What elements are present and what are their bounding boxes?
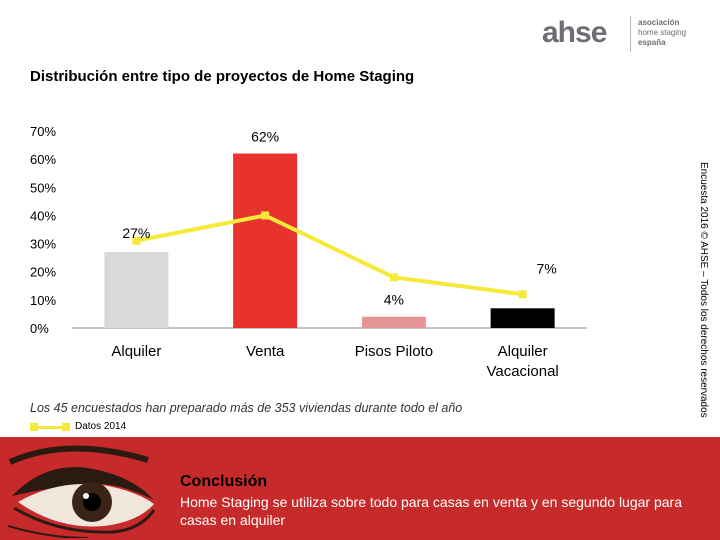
x-tick-label: Vacacional xyxy=(486,363,558,380)
bar xyxy=(490,308,555,328)
bar xyxy=(104,252,169,328)
legend-label: Datos 2014 xyxy=(75,421,127,432)
legend-marker xyxy=(62,423,70,431)
logo-line-1: asociación xyxy=(638,18,680,27)
bar xyxy=(361,316,426,328)
logo-line-3: españa xyxy=(638,38,666,47)
x-tick-label: Alquiler xyxy=(111,343,161,360)
page-title: Distribución entre tipo de proyectos de … xyxy=(30,68,415,85)
conclusion-title: Conclusión xyxy=(180,473,268,490)
line-marker xyxy=(389,273,398,282)
y-tick-label: 10% xyxy=(30,293,56,308)
logo-separator xyxy=(630,16,631,52)
logo-line-2: home staging xyxy=(638,28,687,37)
y-tick-label: 20% xyxy=(30,265,56,280)
y-tick-label: 50% xyxy=(30,180,56,195)
y-tick-label: 30% xyxy=(30,237,56,252)
x-tick-label: Venta xyxy=(246,343,285,360)
logo-mark: ahse xyxy=(542,16,607,49)
data-label: 62% xyxy=(251,129,279,145)
y-tick-label: 40% xyxy=(30,208,56,223)
logo-text: asociación home staging españa xyxy=(638,18,686,48)
line-marker xyxy=(261,211,270,220)
x-tick-label: Pisos Piloto xyxy=(355,343,433,360)
eye-icon xyxy=(8,445,156,538)
series-line-2014 xyxy=(135,213,523,297)
x-tick-label: Alquiler xyxy=(498,343,548,360)
legend-line-swatch xyxy=(32,426,66,429)
data-label: 27% xyxy=(122,225,150,241)
line-marker xyxy=(518,290,527,299)
y-tick-label: 70% xyxy=(30,124,56,139)
y-tick-label: 0% xyxy=(30,321,49,336)
line-marker xyxy=(132,236,141,245)
y-tick-label: 60% xyxy=(30,152,56,167)
bar xyxy=(233,153,298,328)
ahse-logo: ahse asociación home staging españa xyxy=(532,8,712,56)
legend-marker xyxy=(30,423,38,431)
conclusion-text: Home Staging se utiliza sobre todo para … xyxy=(180,494,682,528)
survey-note: Los 45 encuestados han preparado más de … xyxy=(30,401,463,415)
data-label: 7% xyxy=(537,260,557,276)
bar-chart: 0% 10% 20% 30% 40% 50% 60% 70% Alquiler Venta Piso… xyxy=(30,124,587,380)
legend: Datos 2014 xyxy=(30,420,230,434)
data-label: 4% xyxy=(384,292,404,308)
